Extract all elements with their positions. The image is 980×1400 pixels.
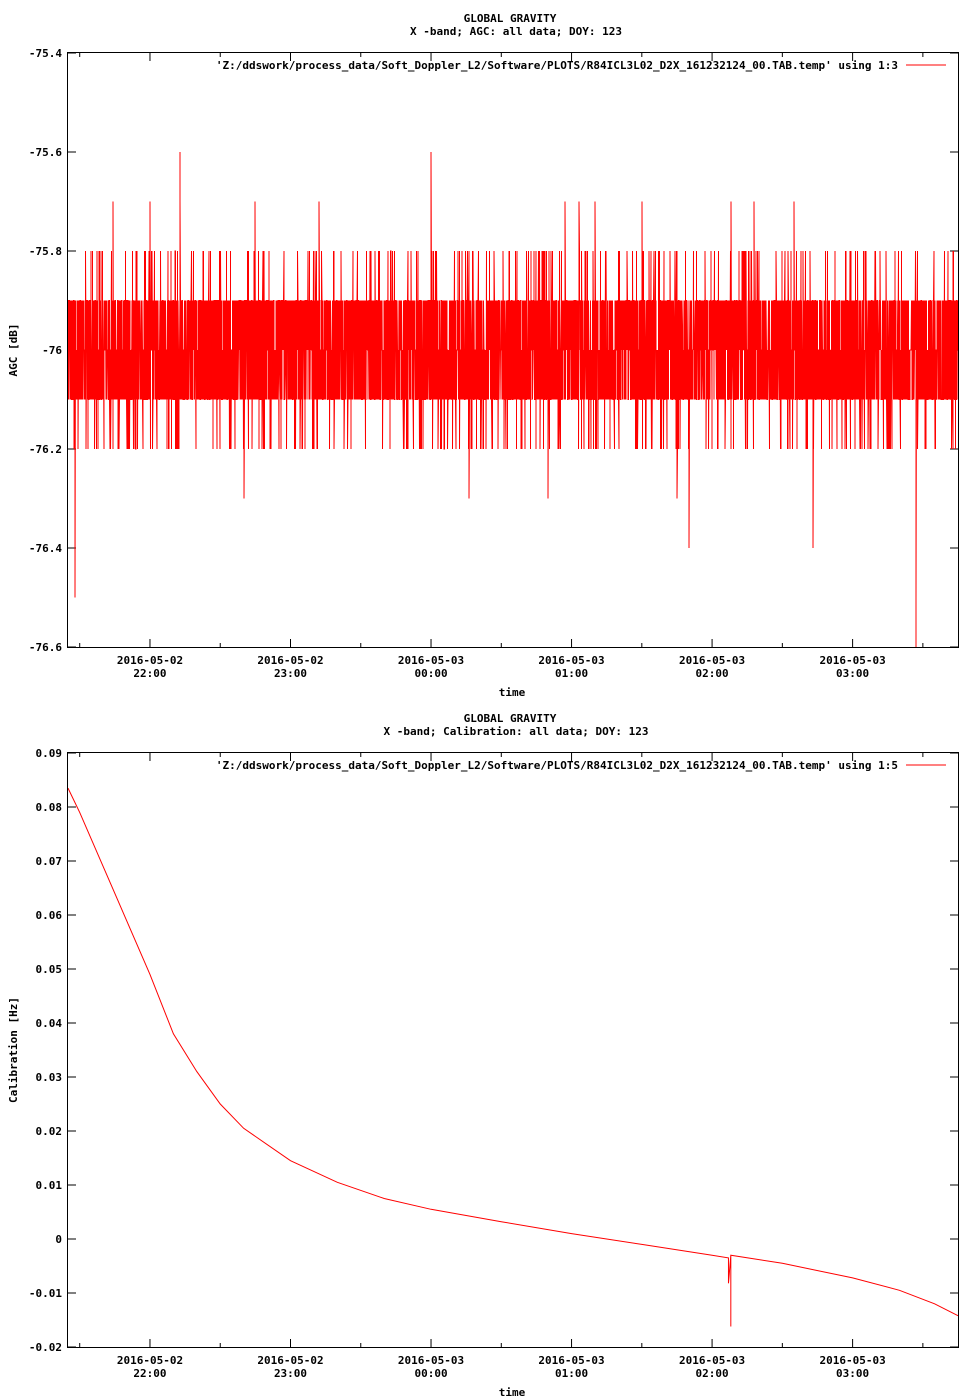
calibration-x-tick-time: 22:00 [133,1367,166,1380]
agc-y-axis-label: AGC [dB] [7,324,20,377]
agc-y-tick-label: -75.6 [29,146,62,159]
calibration-x-ticks: 2016-05-0222:002016-05-0223:002016-05-03… [79,753,924,1380]
calibration-x-tick-time: 01:00 [555,1367,588,1380]
agc-x-tick-time: 22:00 [133,667,166,680]
agc-x-tick-date: 2016-05-03 [679,654,745,667]
agc-y-tick-label: -75.8 [29,245,62,258]
calibration-y-tick-label: 0.04 [36,1017,63,1030]
calibration-x-tick-date: 2016-05-02 [117,1354,183,1367]
calibration-y-tick-label: 0.07 [36,855,63,868]
calibration-series-line [67,787,959,1327]
calibration-x-tick-date: 2016-05-03 [398,1354,464,1367]
agc-x-tick-date: 2016-05-03 [538,654,604,667]
calibration-plot-frame [67,752,959,1348]
calibration-y-axis-label: Calibration [Hz] [7,997,20,1103]
calibration-x-tick-date: 2016-05-03 [679,1354,745,1367]
agc-y-tick-label: -75.4 [29,47,62,60]
calibration-y-tick-label: 0.02 [36,1125,63,1138]
calibration-chart-title: GLOBAL GRAVITY [464,712,557,725]
agc-x-axis-label: time [499,686,526,699]
calibration-legend-label: 'Z:/ddswork/process_data/Soft_Doppler_L2… [216,759,898,772]
calibration-y-tick-label: 0.05 [36,963,63,976]
agc-x-tick-time: 00:00 [414,667,447,680]
calibration-x-tick-date: 2016-05-03 [819,1354,885,1367]
calibration-y-tick-label: 0.08 [36,801,63,814]
agc-plot-frame [67,52,959,648]
calibration-x-tick-time: 00:00 [414,1367,447,1380]
calibration-y-tick-label: 0.03 [36,1071,63,1084]
agc-x-tick-date: 2016-05-02 [117,654,183,667]
agc-x-tick-time: 01:00 [555,667,588,680]
calibration-x-tick-time: 02:00 [696,1367,729,1380]
calibration-chart-subtitle: X -band; Calibration: all data; DOY: 123 [384,725,649,738]
agc-x-tick-time: 23:00 [274,667,307,680]
agc-chart-subtitle: X -band; AGC: all data; DOY: 123 [410,25,622,38]
calibration-y-tick-label: 0.06 [36,909,63,922]
agc-y-tick-label: -76.6 [29,641,62,654]
calibration-x-tick-time: 23:00 [274,1367,307,1380]
agc-x-tick-date: 2016-05-02 [257,654,323,667]
calibration-y-tick-label: -0.01 [29,1287,62,1300]
calibration-y-tick-label: 0.09 [36,747,63,760]
calibration-y-tick-label: -0.02 [29,1341,62,1354]
calibration-y-tick-label: 0 [55,1233,62,1246]
calibration-x-tick-date: 2016-05-02 [257,1354,323,1367]
calibration-x-tick-time: 03:00 [836,1367,869,1380]
agc-y-tick-label: -76.2 [29,443,62,456]
agc-y-tick-label: -76.4 [29,542,62,555]
calibration-y-tick-label: 0.01 [36,1179,63,1192]
agc-x-tick-time: 02:00 [696,667,729,680]
agc-series-line [67,151,959,647]
agc-chart: GLOBAL GRAVITY X -band; AGC: all data; D… [7,12,959,699]
agc-x-tick-time: 03:00 [836,667,869,680]
calibration-x-axis-label: time [499,1386,526,1399]
agc-x-tick-date: 2016-05-03 [398,654,464,667]
agc-legend-label: 'Z:/ddswork/process_data/Soft_Doppler_L2… [216,59,898,72]
agc-y-tick-label: -76 [42,344,62,357]
agc-x-tick-date: 2016-05-03 [819,654,885,667]
agc-x-ticks: 2016-05-0222:002016-05-0223:002016-05-03… [79,53,924,680]
calibration-x-tick-date: 2016-05-03 [538,1354,604,1367]
calibration-chart: GLOBAL GRAVITY X -band; Calibration: all… [7,712,959,1399]
agc-chart-title: GLOBAL GRAVITY [464,12,557,25]
calibration-y-ticks: 0.09 0.08 0.07 0.06 0.05 0.04 0.03 0.02 0.01 0 -0.… [29,747,958,1354]
